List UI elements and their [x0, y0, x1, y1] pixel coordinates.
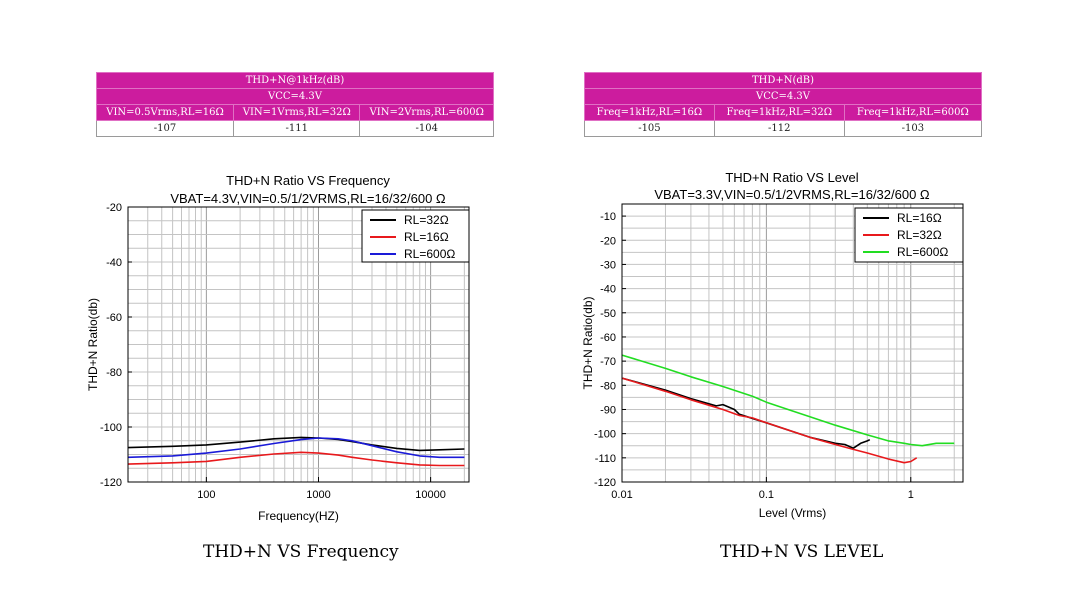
y-tick-label: -120 — [594, 477, 616, 489]
x-tick-label: 1000 — [306, 489, 330, 501]
x-tick-label: 1 — [908, 489, 914, 501]
chart-title: THD+N Ratio VS Level — [725, 170, 858, 185]
legend-label: RL=16Ω — [897, 211, 942, 225]
x-axis-label: Level (Vrms) — [759, 506, 827, 520]
table-value-cell: -105 — [584, 120, 715, 137]
thd-table-left: THD+N@1kHz(dB) VCC=4.3V VIN=0.5Vrms,RL=1… — [95, 72, 494, 137]
y-tick-label: -70 — [600, 356, 616, 368]
table-header-cell: Freq=1kHz,RL=16Ω — [584, 104, 715, 121]
y-tick-label: -20 — [600, 235, 616, 247]
table-value-cell: -104 — [359, 120, 494, 137]
plot-frame — [127, 206, 470, 483]
y-tick-label: -60 — [106, 312, 122, 324]
caption-level: THD+N VS LEVEL — [720, 542, 884, 562]
chart-title: THD+N Ratio VS Frequency — [226, 173, 390, 188]
y-tick-label: -30 — [600, 259, 616, 271]
chart-subtitle: VBAT=3.3V,VIN=0.5/1/2VRMS,RL=16/32/600 Ω — [654, 187, 930, 202]
x-tick-label: 0.1 — [759, 489, 774, 501]
table-header-cell: Freq=1kHz,RL=600Ω — [843, 104, 983, 121]
y-tick-label: -120 — [100, 477, 122, 489]
table-header-cell: VIN=2Vrms,RL=600Ω — [359, 104, 494, 121]
y-tick-label: -10 — [600, 211, 616, 223]
table-header-cell: Freq=1kHz,RL=32Ω — [713, 104, 845, 121]
table-title: THD+N@1kHz(dB) — [96, 72, 494, 89]
x-tick-label: 100 — [197, 489, 215, 501]
table-subtitle: VCC=4.3V — [96, 88, 494, 105]
y-tick-label: -100 — [594, 429, 616, 441]
y-tick-label: -20 — [106, 202, 122, 214]
y-tick-label: -90 — [600, 404, 616, 416]
y-tick-label: -50 — [600, 308, 616, 320]
x-axis-label: Frequency(HZ) — [258, 509, 339, 523]
y-tick-label: -80 — [106, 367, 122, 379]
table-value-cell: -103 — [843, 120, 983, 137]
thd-table-right: THD+N(dB) VCC=4.3V Freq=1kHz,RL=16Ω Freq… — [584, 72, 983, 137]
y-tick-label: -40 — [106, 257, 122, 269]
legend-label: RL=16Ω — [404, 230, 449, 244]
table-title: THD+N(dB) — [584, 72, 982, 89]
y-tick-label: -100 — [100, 422, 122, 434]
x-tick-label: 0.01 — [611, 489, 632, 501]
series-line — [127, 437, 465, 459]
table-value-cell: -112 — [713, 120, 845, 137]
series-line — [127, 451, 465, 467]
y-tick-label: -80 — [600, 380, 616, 392]
legend-label: RL=32Ω — [404, 213, 449, 227]
legend-label: RL=600Ω — [404, 247, 455, 261]
series-line — [621, 377, 918, 464]
x-tick-label: 10000 — [415, 489, 446, 501]
series-line — [621, 354, 955, 447]
y-tick-label: -60 — [600, 332, 616, 344]
y-axis-label: THD+N Ratio(db) — [86, 298, 100, 391]
legend-label: RL=600Ω — [897, 245, 948, 259]
chart-subtitle: VBAT=4.3V,VIN=0.5/1/2VRMS,RL=16/32/600 Ω — [170, 191, 446, 206]
caption-frequency: THD+N VS Frequency — [203, 542, 399, 562]
legend-label: RL=32Ω — [897, 228, 942, 242]
y-tick-label: -110 — [595, 453, 616, 465]
table-value-cell: -107 — [95, 120, 235, 137]
table-value-cell: -111 — [233, 120, 361, 137]
plot-frame — [621, 203, 964, 483]
y-axis-label: THD+N Ratio(db) — [581, 296, 595, 389]
y-tick-label: -40 — [600, 284, 616, 296]
